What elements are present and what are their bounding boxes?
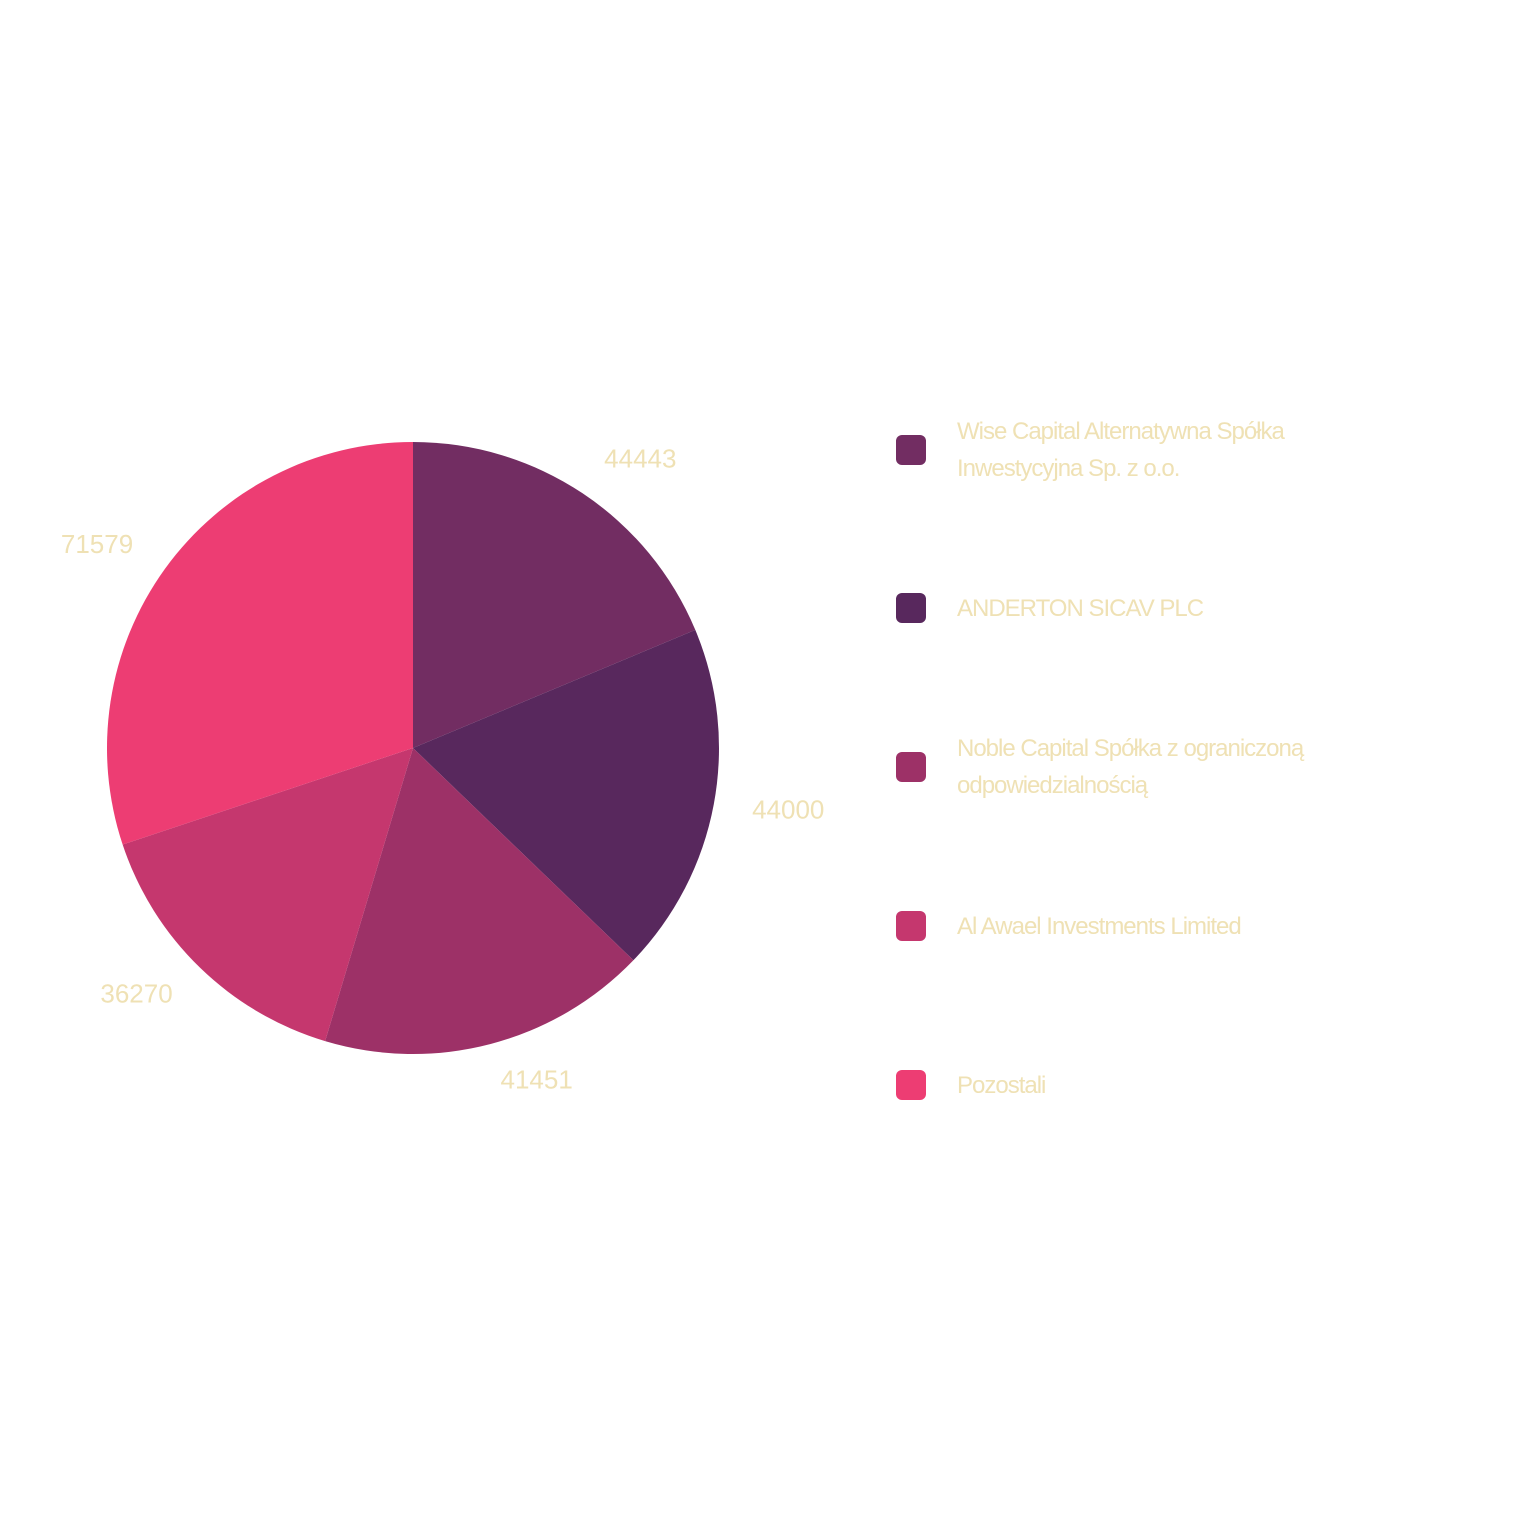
- legend-label: ANDERTON SICAV PLC: [957, 594, 1204, 622]
- slice-labels: 44443 44000 41451 36270 71579: [61, 444, 825, 1095]
- legend-swatch: [896, 593, 926, 623]
- slice-value-label: 44443: [604, 444, 676, 474]
- pie-slice: [106, 442, 413, 845]
- legend-item: Pozostali: [896, 1067, 1377, 1104]
- slice-value-label: 44000: [752, 794, 824, 824]
- pie-slice: [413, 629, 719, 961]
- pie-slices: [106, 442, 719, 1054]
- pie-slice: [325, 748, 634, 1054]
- legend-swatch: [896, 435, 926, 465]
- legend-label: Wise Capital Alternatywna Spółka Inwesty…: [957, 418, 1285, 482]
- legend-item: ANDERTON SICAV PLC: [896, 590, 1377, 627]
- legend-label: Noble Capital Spółka z ograniczoną odpow…: [957, 735, 1304, 799]
- legend-swatch: [896, 1070, 926, 1100]
- legend-item: Al Awael Investments Limited: [896, 908, 1377, 945]
- legend-label: Al Awael Investments Limited: [957, 912, 1242, 940]
- slice-value-label: 71579: [61, 529, 133, 559]
- slice-value-label: 36270: [100, 978, 172, 1008]
- legend-item: Wise Capital Alternatywna Spółka Inwesty…: [896, 413, 1377, 487]
- legend-label: Pozostali: [957, 1071, 1046, 1099]
- legend-swatch: [896, 911, 926, 941]
- legend-item: Noble Capital Spółka z ograniczoną odpow…: [896, 730, 1377, 804]
- slice-value-label: 41451: [501, 1065, 573, 1095]
- pie-slice: [122, 748, 413, 1042]
- legend-swatch: [896, 752, 926, 782]
- pie-slice: [413, 442, 696, 748]
